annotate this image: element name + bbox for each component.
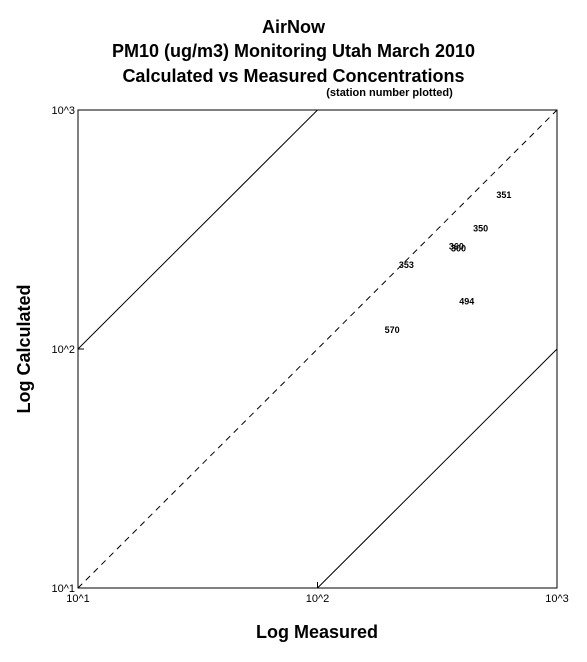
x-axis-ticks: 10^1 10^2 10^3 [66, 582, 569, 605]
chart-title-line3: Calculated vs Measured Concentrations [122, 66, 465, 86]
point-label-360: 360 [449, 242, 464, 252]
reference-lines [77, 109, 558, 589]
point-label-351: 351 [496, 190, 511, 200]
y-axis-ticks: 10^1 10^2 10^3 [51, 105, 84, 595]
y-axis-label: Log Calculated [14, 284, 34, 413]
point-label-350: 350 [473, 223, 488, 233]
y-tick-label: 10^1 [51, 583, 75, 595]
x-tick-label: 10^1 [66, 593, 90, 605]
point-label-494: 494 [459, 297, 474, 307]
x-axis-label: Log Measured [256, 622, 378, 642]
y-tick-label: 10^3 [51, 105, 75, 117]
reference-line-1 [77, 109, 558, 589]
chart-subtitle: (station number plotted) [326, 87, 453, 99]
reference-line-3 [317, 348, 558, 589]
reference-line-2 [77, 109, 318, 350]
x-tick-label: 10^3 [545, 593, 569, 605]
chart-title-line2: PM10 (ug/m3) Monitoring Utah March 2010 [111, 41, 476, 61]
y-tick-label: 10^2 [51, 344, 75, 356]
x-tick-label: 10^2 [306, 593, 330, 605]
point-label-300: 300 [451, 244, 466, 254]
point-label-570: 570 [385, 325, 400, 335]
point-label-353: 353 [399, 260, 414, 270]
chart-title-line1: AirNow [262, 17, 325, 37]
